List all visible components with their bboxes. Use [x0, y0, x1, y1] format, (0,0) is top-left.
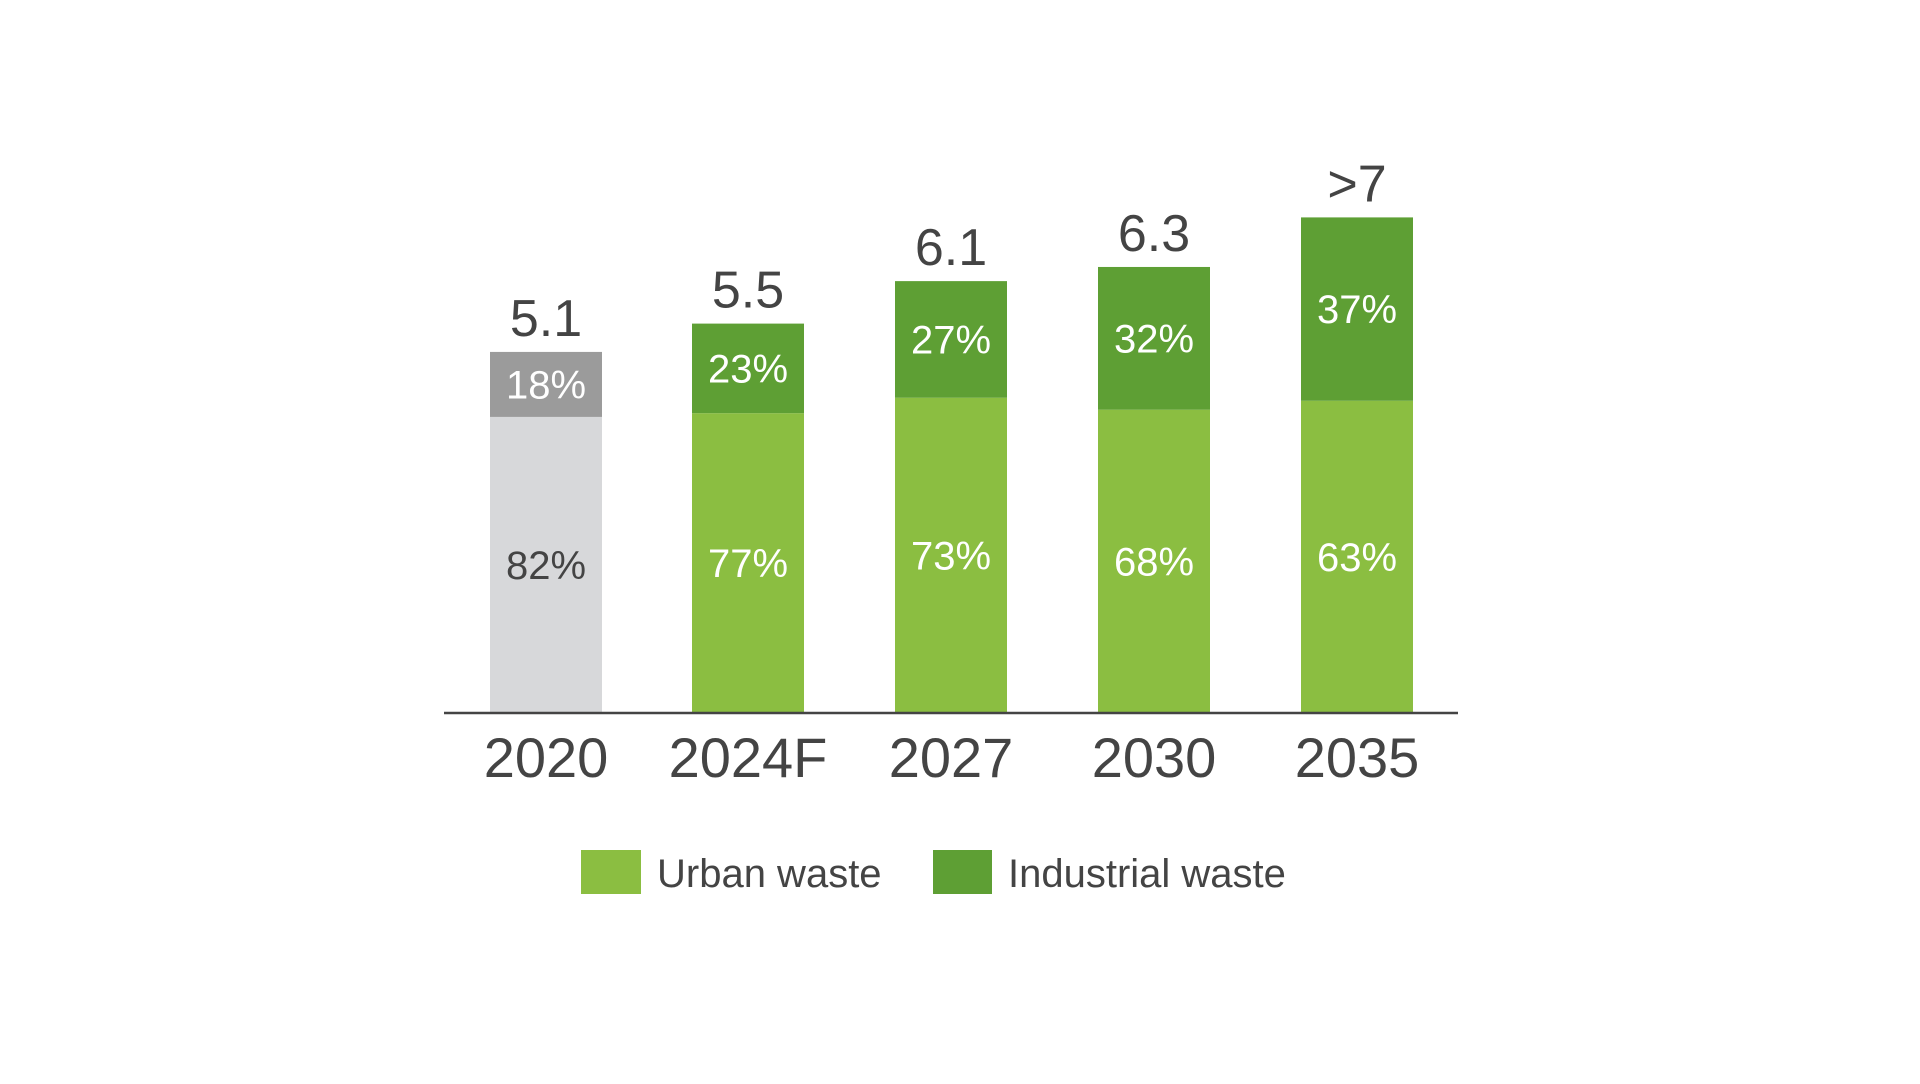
total-label: 6.3: [1118, 205, 1190, 263]
legend-label-industrial: Industrial waste: [1008, 852, 1286, 896]
data-label-urban: 77%: [708, 542, 788, 586]
data-label-industrial: 27%: [911, 318, 991, 362]
x-tick-label: 2027: [889, 726, 1014, 789]
data-label-urban: 63%: [1317, 536, 1397, 580]
data-label-industrial: 18%: [506, 363, 586, 407]
x-tick-label: 2030: [1092, 726, 1217, 789]
total-label: 6.1: [915, 219, 987, 277]
x-tick-label: 2020: [484, 726, 609, 789]
data-label-industrial: 32%: [1114, 317, 1194, 361]
bar-industrial-2020: [490, 351, 602, 417]
bar-urban-2027: [895, 397, 1007, 713]
data-label-industrial: 37%: [1317, 288, 1397, 332]
bar-urban-2030: [1098, 409, 1210, 713]
data-label-urban: 82%: [506, 544, 586, 588]
bar-urban-2020: [490, 416, 602, 713]
bar-urban-2035: [1301, 400, 1413, 713]
labels-group: 82% 18% 5.1 2020 77% 23% 5.5 2024F 73% 27% 6.1 2027…: [484, 155, 1420, 789]
bars-group: [490, 217, 1413, 713]
bar-urban-2024F: [692, 413, 804, 713]
x-tick-label: 2024F: [669, 726, 828, 789]
legend: Urban waste Industrial waste: [581, 850, 1286, 896]
total-label: 5.5: [712, 262, 784, 320]
data-label-urban: 73%: [911, 534, 991, 578]
bar-industrial-2024F: [692, 323, 804, 414]
bar-industrial-2027: [895, 281, 1007, 398]
data-label-industrial: 23%: [708, 347, 788, 391]
total-label: 5.1: [510, 290, 582, 348]
data-label-urban: 68%: [1114, 540, 1194, 584]
legend-swatch-industrial: [933, 850, 992, 894]
bar-industrial-2030: [1098, 266, 1210, 410]
bar-industrial-2035: [1301, 217, 1413, 401]
legend-label-urban: Urban waste: [657, 852, 882, 896]
total-label: >7: [1327, 155, 1386, 213]
x-tick-label: 2035: [1295, 726, 1420, 789]
legend-swatch-urban: [581, 850, 641, 894]
